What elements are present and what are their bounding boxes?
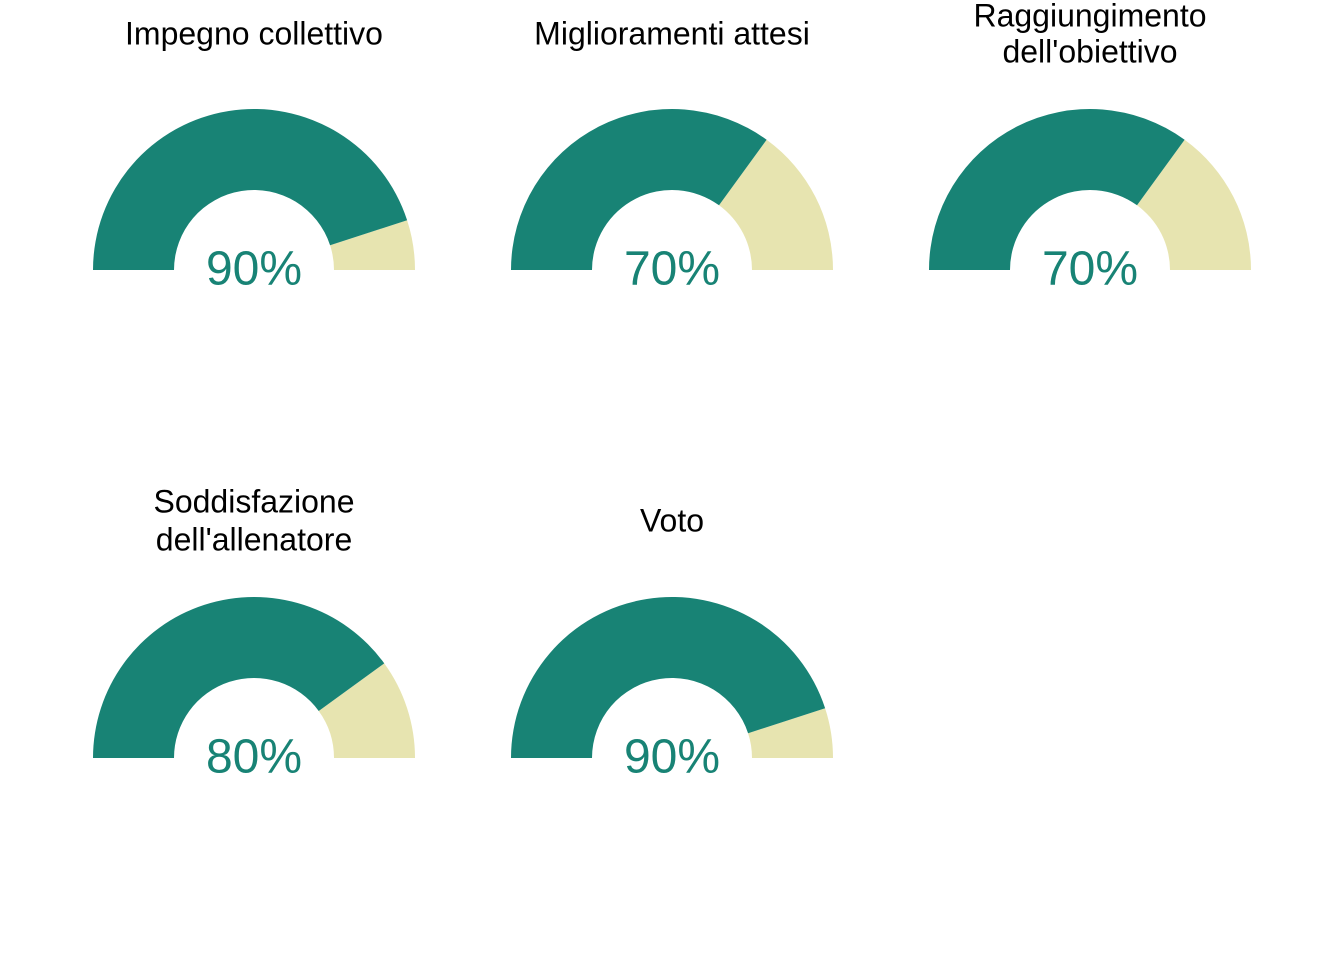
gauge-remaining-arc: [330, 220, 415, 270]
gauge-value-label: 70%: [624, 243, 720, 296]
gauge-title: Impegno collettivo: [125, 15, 383, 51]
gauge-remaining-arc: [1137, 139, 1251, 270]
gauge-value-label: 80%: [206, 731, 302, 784]
gauge-panel: Miglioramenti attesi 70%: [511, 15, 833, 296]
gauge-title: dell'allenatore: [156, 521, 352, 557]
gauge-remaining-arc: [318, 663, 415, 758]
gauge-value-label: 70%: [1042, 243, 1138, 296]
gauge-remaining-arc: [748, 708, 833, 758]
gauge-title: Raggiungimento: [973, 0, 1206, 33]
gauge-remaining-arc: [719, 139, 833, 270]
gauge-value-arc: [93, 109, 408, 270]
gauge-value-label: 90%: [206, 243, 302, 296]
gauge-value-arc: [93, 597, 385, 758]
gauge-value-label: 90%: [624, 731, 720, 784]
gauge-title: Soddisfazione: [153, 483, 354, 519]
gauge-value-arc: [929, 109, 1185, 271]
gauge-panel: Impegno collettivo 90%: [93, 15, 415, 296]
gauge-title: dell'obiettivo: [1002, 33, 1177, 69]
gauge-panel: Voto 90%: [511, 502, 833, 784]
gauge-title: Voto: [640, 502, 704, 538]
gauge-value-arc: [511, 109, 767, 271]
gauge-title: Miglioramenti attesi: [534, 15, 810, 51]
gauge-value-arc: [511, 597, 826, 758]
